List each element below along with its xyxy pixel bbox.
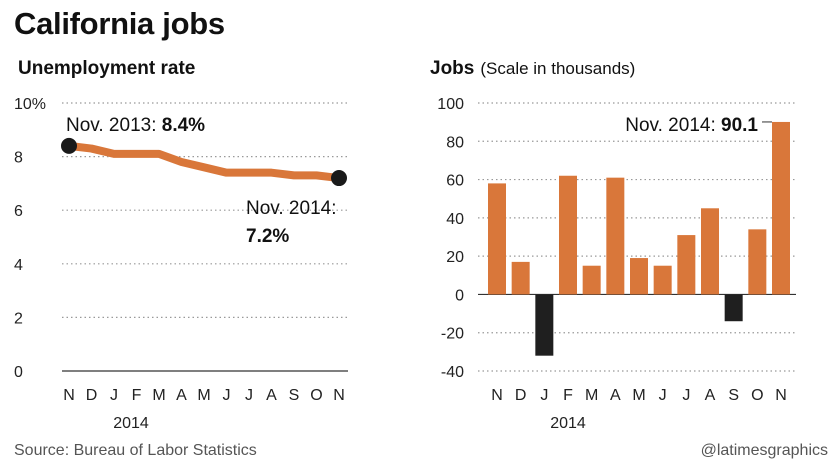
unemployment-line [65, 141, 343, 183]
unemployment-y-tick-label: 0 [14, 364, 23, 381]
unemployment-x-tick-label: S [289, 387, 300, 404]
annotation-nov-2013: Nov. 2013: 8.4% [66, 115, 205, 136]
jobs-y-tick-label: 60 [446, 173, 464, 190]
unemployment-y-tick-label: 2 [14, 310, 23, 327]
jobs-bar [511, 261, 530, 295]
unemployment-x-tick-label: M [197, 387, 210, 404]
unemployment-end-marker [331, 170, 347, 187]
jobs-y-tick-label: 20 [446, 249, 464, 266]
unemployment-x-tick-label: J [223, 387, 231, 404]
jobs-bar [653, 265, 672, 295]
jobs-bar [488, 183, 506, 295]
unemployment-y-tick-label: 10% [14, 96, 46, 113]
jobs-label: Jobs [430, 58, 475, 79]
jobs-y-tick-label: 100 [437, 96, 464, 113]
jobs-y-tick-label: 80 [446, 134, 464, 151]
jobs-bar [535, 294, 554, 356]
annotation-nov-2014-rate: Nov. 2014: [246, 198, 336, 219]
unemployment-year-label: 2014 [113, 415, 149, 432]
jobs-x-tick-label: D [515, 387, 527, 404]
jobs-bar [772, 121, 790, 295]
unemployment-y-tick-label: 6 [14, 203, 23, 220]
jobs-bar [724, 294, 743, 322]
jobs-bar [582, 265, 601, 295]
source-note: Source: Bureau of Labor Statistics [14, 442, 257, 459]
unemployment-x-tick-label: J [110, 387, 118, 404]
jobs-x-tick-label: N [491, 387, 503, 404]
unemployment-x-tick-label: N [333, 387, 345, 404]
jobs-bar [606, 177, 625, 295]
jobs-x-tick-label: M [585, 387, 598, 404]
unemployment-subtitle: Unemployment rate [18, 58, 196, 79]
jobs-x-tick-label: S [728, 387, 739, 404]
jobs-bar [748, 229, 767, 295]
jobs-subtitle: Jobs (Scale in thousands) [430, 58, 635, 80]
unemployment-start-marker [61, 137, 77, 154]
unemployment-x-tick-label: F [132, 387, 142, 404]
jobs-x-tick-label: J [659, 387, 667, 404]
annotation-nov-2014-rate-value: 7.2% [246, 226, 289, 247]
jobs-x-tick-label: J [540, 387, 548, 404]
jobs-bar [630, 258, 648, 295]
jobs-x-tick-label: A [610, 387, 621, 404]
credit-note: @latimesgraphics [700, 442, 828, 459]
unemployment-x-tick-label: O [310, 387, 322, 404]
scale-note: (Scale in thousands) [480, 59, 636, 78]
unemployment-y-tick-label: 8 [14, 150, 23, 167]
jobs-y-tick-label: -40 [441, 364, 464, 381]
jobs-bar [677, 235, 696, 295]
jobs-x-tick-label: O [751, 387, 763, 404]
unemployment-x-tick-label: M [152, 387, 165, 404]
unemployment-x-tick-label: N [63, 387, 75, 404]
jobs-x-tick-label: M [632, 387, 645, 404]
jobs-x-tick-label: J [682, 387, 690, 404]
jobs-x-tick-label: F [563, 387, 573, 404]
jobs-x-tick-label: A [705, 387, 716, 404]
unemployment-x-tick-label: D [86, 387, 98, 404]
jobs-y-tick-label: 0 [455, 287, 464, 304]
unemployment-y-tick-label: 4 [14, 257, 23, 274]
chart-title: California jobs [14, 6, 225, 41]
jobs-bar [559, 175, 577, 295]
unemployment-x-tick-label: J [245, 387, 253, 404]
jobs-bar [701, 208, 719, 295]
jobs-y-tick-label: -20 [441, 326, 464, 343]
jobs-year-label: 2014 [550, 415, 586, 432]
jobs-x-tick-label: N [775, 387, 787, 404]
jobs-y-tick-label: 40 [446, 211, 464, 228]
unemployment-x-tick-label: A [266, 387, 277, 404]
annotation-nov-2014-jobs: Nov. 2014: 90.1 [625, 115, 758, 136]
unemployment-x-tick-label: A [176, 387, 187, 404]
